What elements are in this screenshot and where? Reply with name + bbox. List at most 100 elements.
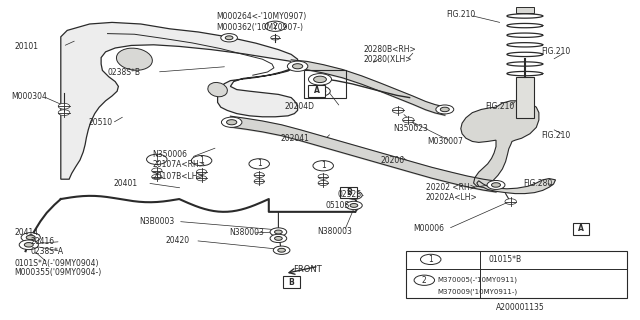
Text: 20280(XLH>: 20280(XLH>: [364, 55, 412, 64]
Text: 20204D: 20204D: [285, 102, 315, 111]
Circle shape: [265, 21, 285, 31]
Circle shape: [318, 174, 328, 179]
Text: N350006: N350006: [152, 150, 188, 159]
Polygon shape: [61, 22, 298, 179]
Text: FIG.210: FIG.210: [541, 47, 570, 56]
Text: 0238S*A: 0238S*A: [31, 247, 64, 256]
Text: 0232S: 0232S: [338, 190, 362, 199]
Text: 1: 1: [154, 155, 159, 164]
Circle shape: [346, 201, 362, 210]
Text: N380003: N380003: [229, 228, 264, 237]
Text: M000362('10MY0907-): M000362('10MY0907-): [216, 23, 303, 32]
Circle shape: [275, 230, 282, 234]
Text: M000264<-'10MY0907): M000264<-'10MY0907): [216, 12, 307, 21]
Polygon shape: [477, 179, 556, 194]
Text: FIG.280: FIG.280: [524, 179, 553, 188]
Circle shape: [278, 248, 285, 252]
Text: A200001135: A200001135: [496, 303, 545, 312]
Circle shape: [271, 36, 280, 40]
Circle shape: [287, 61, 308, 71]
Circle shape: [147, 154, 167, 164]
Circle shape: [318, 180, 328, 186]
Ellipse shape: [116, 48, 152, 70]
Text: A: A: [314, 86, 319, 95]
Circle shape: [221, 117, 242, 127]
Ellipse shape: [208, 83, 227, 97]
Text: M370009('10MY0911-): M370009('10MY0911-): [437, 288, 517, 295]
Circle shape: [58, 110, 70, 116]
Text: N380003: N380003: [317, 227, 351, 236]
Circle shape: [191, 156, 212, 166]
Text: 20414: 20414: [14, 228, 38, 237]
Text: A: A: [578, 224, 584, 233]
Circle shape: [275, 236, 282, 240]
Text: N350023: N350023: [394, 124, 428, 133]
Circle shape: [21, 233, 40, 242]
Text: N3B0003: N3B0003: [140, 217, 175, 226]
Circle shape: [196, 176, 207, 181]
Circle shape: [19, 240, 38, 250]
Circle shape: [392, 108, 404, 113]
Circle shape: [440, 107, 449, 112]
Circle shape: [310, 86, 330, 96]
Circle shape: [403, 117, 414, 123]
Text: 1: 1: [321, 161, 326, 170]
Text: FRONT: FRONT: [293, 265, 322, 274]
Bar: [283, 276, 300, 288]
Text: 202041: 202041: [280, 134, 309, 143]
Text: 01015*B: 01015*B: [488, 255, 522, 264]
Circle shape: [313, 161, 333, 171]
Text: 0510S: 0510S: [325, 201, 349, 210]
Bar: [406, 251, 627, 298]
Circle shape: [273, 246, 290, 254]
Circle shape: [350, 204, 358, 207]
Text: B: B: [346, 188, 351, 197]
Text: M000304: M000304: [12, 92, 47, 101]
Polygon shape: [461, 101, 539, 187]
Circle shape: [227, 120, 237, 125]
Text: 1: 1: [428, 255, 433, 264]
Text: 0238S*B: 0238S*B: [108, 68, 141, 76]
Circle shape: [221, 34, 237, 42]
Text: 2: 2: [273, 22, 278, 31]
Circle shape: [414, 275, 435, 285]
Text: M370005(-'10MY0911): M370005(-'10MY0911): [437, 277, 517, 284]
Circle shape: [314, 88, 326, 94]
Circle shape: [254, 179, 264, 184]
Text: M000355('09MY0904-): M000355('09MY0904-): [14, 268, 101, 277]
Bar: [516, 77, 534, 118]
Text: 20420: 20420: [165, 236, 189, 245]
Circle shape: [487, 180, 505, 189]
Bar: [308, 85, 324, 97]
Circle shape: [346, 191, 362, 199]
Circle shape: [26, 235, 35, 240]
Text: 2: 2: [422, 276, 427, 285]
Text: 20101: 20101: [14, 42, 38, 51]
Bar: [573, 223, 589, 235]
Circle shape: [196, 169, 207, 174]
Text: 20107A<RH>: 20107A<RH>: [152, 160, 205, 169]
Circle shape: [249, 159, 269, 169]
Text: 20416: 20416: [31, 237, 55, 246]
Text: 20202A<LH>: 20202A<LH>: [426, 193, 477, 202]
Circle shape: [24, 243, 33, 247]
Circle shape: [492, 183, 500, 187]
Circle shape: [270, 234, 287, 243]
Bar: [340, 187, 357, 198]
Circle shape: [292, 64, 303, 69]
Text: 20107B<LH>: 20107B<LH>: [152, 172, 204, 181]
Circle shape: [436, 105, 454, 114]
Text: 0101S*A(-'09MY0904): 0101S*A(-'09MY0904): [14, 259, 99, 268]
Text: M030007: M030007: [428, 137, 463, 146]
Circle shape: [350, 193, 358, 197]
Circle shape: [314, 76, 326, 83]
Text: B: B: [289, 278, 294, 287]
Text: FIG.210: FIG.210: [485, 102, 515, 111]
Bar: [304, 70, 346, 98]
Text: 1: 1: [199, 156, 204, 165]
Text: M00006: M00006: [413, 224, 444, 233]
Circle shape: [58, 103, 70, 109]
Text: 20280B<RH>: 20280B<RH>: [364, 45, 416, 54]
Circle shape: [505, 199, 516, 204]
Circle shape: [152, 174, 162, 180]
